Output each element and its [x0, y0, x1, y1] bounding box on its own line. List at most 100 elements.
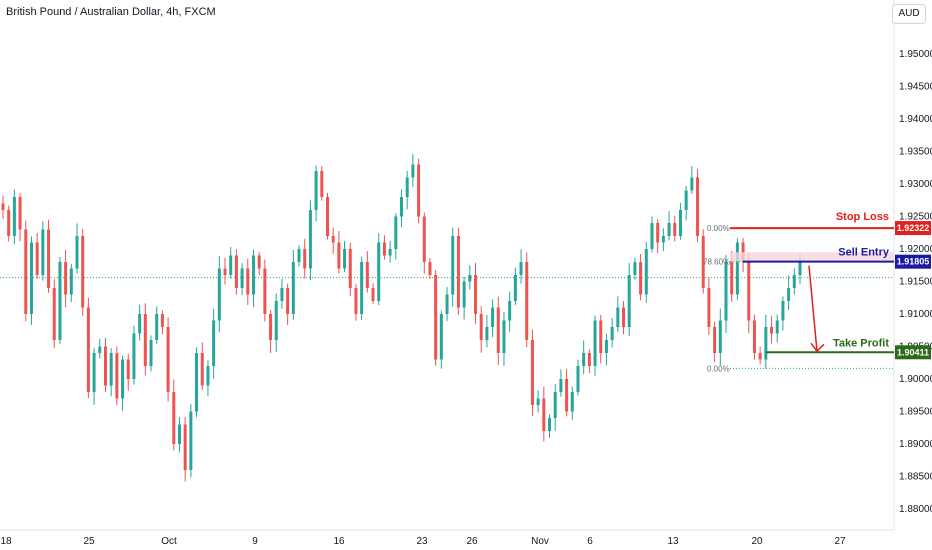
candle-body — [160, 314, 164, 327]
candle-body — [502, 320, 506, 353]
candle-body — [622, 307, 626, 327]
y-tick-label: 1.89500 — [899, 407, 932, 418]
candle-body — [735, 242, 739, 295]
candle-body — [536, 398, 540, 405]
candle-body — [462, 281, 466, 308]
candle-body — [781, 301, 785, 321]
candle-body — [320, 171, 324, 197]
candle-body — [445, 294, 449, 314]
x-tick-label: 13 — [667, 536, 679, 547]
price-tag-label: 1.91805 — [897, 257, 930, 267]
candle-body — [172, 392, 176, 444]
candle-body — [109, 353, 113, 386]
candle-body — [354, 288, 358, 314]
price-tag-label: 1.90411 — [897, 347, 929, 357]
candle-body — [115, 353, 119, 399]
candle-body — [263, 268, 267, 314]
candle-body — [724, 262, 728, 321]
candle-body — [474, 275, 478, 314]
candle-body — [599, 320, 603, 353]
currency-button[interactable]: AUD — [892, 4, 926, 24]
candle-body — [206, 366, 210, 386]
candle-body — [377, 242, 381, 301]
candle-body — [678, 210, 682, 236]
sell-zone — [730, 252, 894, 262]
candle-body — [661, 236, 665, 243]
y-tick-label: 1.88000 — [899, 504, 932, 515]
candle-body — [81, 236, 85, 308]
candle-body — [371, 288, 375, 301]
candle-body — [587, 353, 591, 366]
candle-body — [382, 242, 386, 256]
candle-body — [400, 197, 403, 217]
y-tick-label: 1.92500 — [899, 212, 932, 223]
chart-title: British Pound / Australian Dollar, 4h, F… — [6, 6, 216, 18]
candle-body — [308, 210, 312, 269]
candle-body — [639, 262, 643, 295]
candle-body — [365, 262, 369, 288]
y-tick-label: 1.91500 — [899, 277, 932, 288]
x-tick-label: Nov — [531, 536, 549, 547]
projection-arrow — [808, 265, 818, 352]
candle-body — [183, 424, 187, 470]
candle-body — [217, 268, 221, 321]
candle-body — [542, 398, 546, 431]
x-tick-label: 25 — [83, 536, 95, 547]
candle-body — [519, 262, 523, 275]
candle-body — [41, 229, 45, 275]
candle-body — [752, 320, 756, 353]
candle-body — [195, 353, 199, 412]
candle-body — [64, 262, 68, 295]
x-tick-label: 9 — [252, 536, 258, 547]
candle-body — [103, 346, 107, 386]
candle-body — [650, 223, 654, 249]
level-name: Stop Loss — [836, 211, 889, 223]
candle-body — [138, 314, 142, 334]
candle-body — [251, 255, 255, 295]
candle-body — [696, 177, 700, 236]
candle-body — [411, 164, 415, 178]
candle-body — [758, 353, 762, 360]
candle-body — [775, 320, 779, 334]
price-tag — [895, 345, 931, 360]
x-tick-label: 23 — [416, 536, 428, 547]
candle-body — [229, 255, 233, 275]
candle-body — [52, 288, 56, 340]
candle-body — [286, 288, 290, 314]
candle-body — [75, 236, 79, 269]
candle-body — [35, 242, 39, 275]
candle-body — [280, 288, 284, 301]
y-tick-label: 1.90000 — [899, 374, 932, 385]
candle-body — [189, 411, 193, 470]
candle-body — [200, 353, 204, 386]
candle-body — [718, 320, 722, 353]
y-tick-label: 1.94000 — [899, 114, 932, 125]
candle-body — [269, 314, 273, 340]
candle-body — [29, 242, 33, 314]
candle-body — [314, 171, 318, 210]
candle-body — [149, 340, 153, 366]
candle-body — [468, 275, 472, 282]
candle-body — [18, 197, 22, 230]
candle-body — [212, 320, 216, 366]
candle-body — [240, 268, 244, 288]
projection-arrowhead — [810, 342, 825, 353]
fib-label: 0.00% — [707, 364, 730, 373]
candle-body — [508, 301, 512, 321]
candle-body — [24, 229, 28, 314]
candle-body — [656, 223, 660, 243]
candle-body — [798, 262, 802, 275]
candle-body — [58, 262, 62, 340]
candle-body — [548, 418, 552, 431]
candle-body — [559, 379, 563, 392]
candle-body — [274, 301, 278, 340]
candle-body — [570, 392, 574, 412]
candle-body — [730, 262, 734, 295]
candle-body — [667, 223, 671, 236]
candle-body — [388, 249, 392, 256]
candle-body — [616, 307, 620, 327]
candle-body — [246, 268, 250, 295]
price-tag-label: 1.92322 — [897, 223, 930, 233]
candle-body — [166, 327, 170, 392]
